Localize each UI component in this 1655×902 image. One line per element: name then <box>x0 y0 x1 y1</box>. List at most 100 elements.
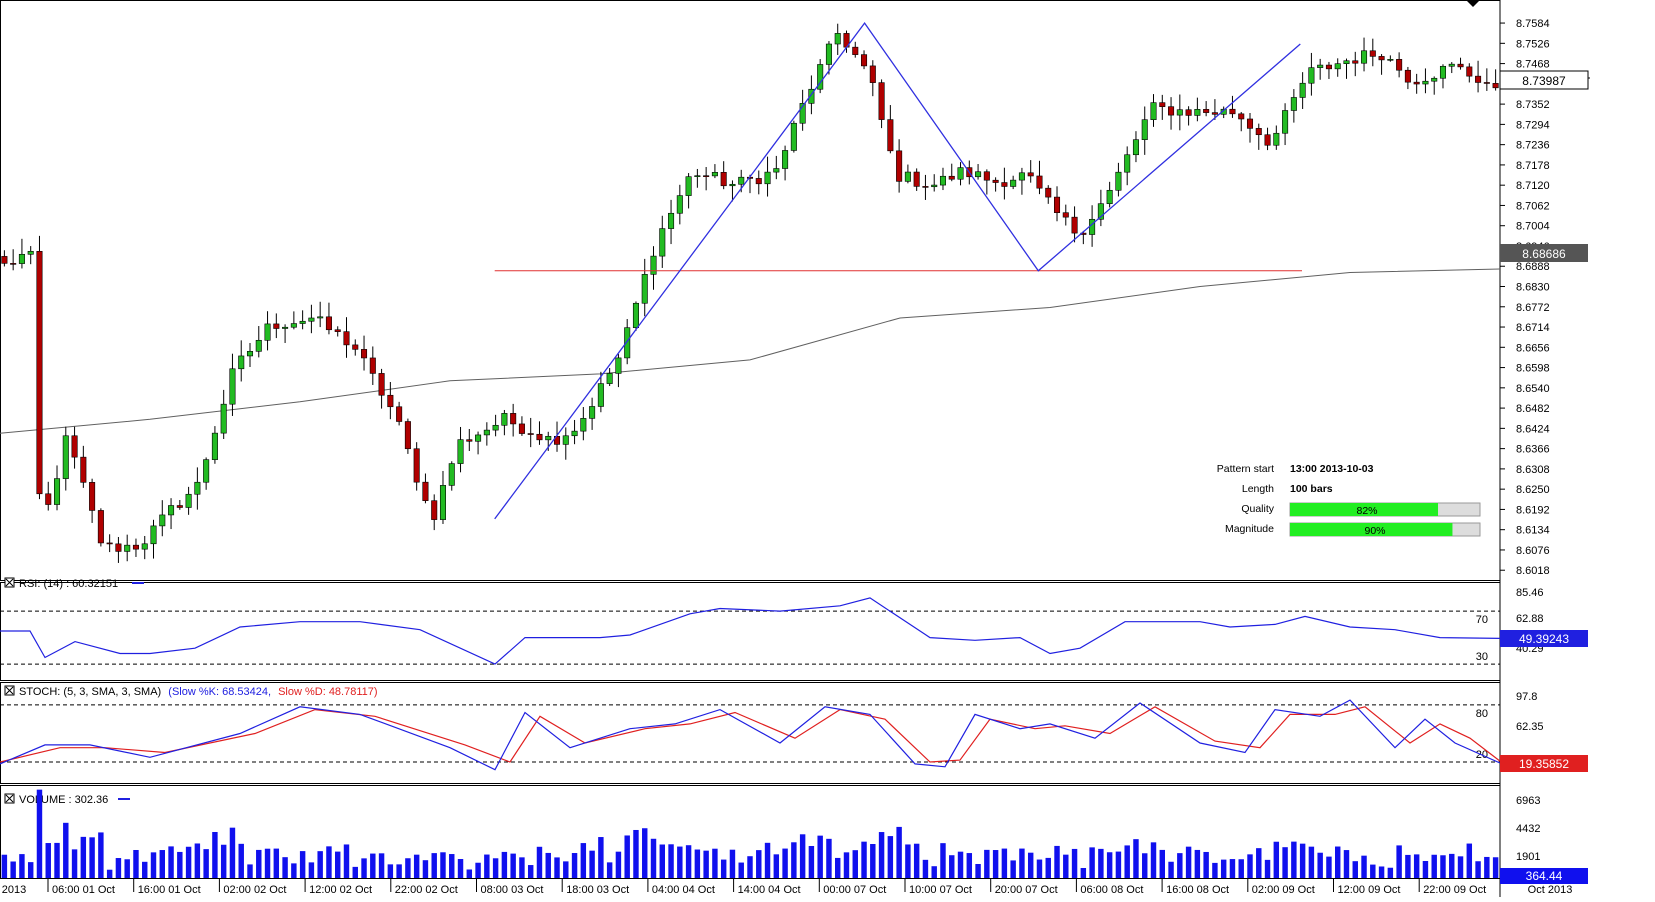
candle-body <box>1176 109 1183 116</box>
stoch-close-icon[interactable] <box>4 685 15 696</box>
candle-body <box>27 250 34 255</box>
volume-bar <box>440 852 446 878</box>
candle-body <box>825 43 832 65</box>
candle-body <box>501 413 508 426</box>
volume-bar <box>431 853 437 878</box>
volume-bar <box>256 849 262 878</box>
volume-close-icon[interactable] <box>4 793 15 804</box>
candle-body <box>562 435 569 445</box>
candle-body <box>238 355 245 370</box>
volume-bar <box>115 858 122 878</box>
sma-value-label: 8.68686 <box>1522 247 1566 261</box>
time-tick-label: 10:00 07 Oct <box>909 884 972 896</box>
volume-bar <box>264 848 271 878</box>
stoch-k-line <box>0 699 1501 771</box>
volume-bar <box>764 842 771 878</box>
candle-body <box>1071 216 1078 234</box>
volume-bar <box>1089 847 1095 878</box>
time-tick-label: 20:00 07 Oct <box>995 884 1058 896</box>
candle-body <box>957 167 964 180</box>
candle-body <box>369 357 376 374</box>
rsi-current-marker <box>1500 630 1588 647</box>
candle-body <box>45 493 52 505</box>
candle-body <box>273 323 280 329</box>
volume-bar <box>475 862 481 878</box>
candle-body <box>1124 154 1131 173</box>
volume-bar <box>1361 855 1367 878</box>
candle-body <box>939 175 947 186</box>
volume-bar <box>1133 839 1139 878</box>
candle-body <box>931 184 938 188</box>
volume-bar <box>659 844 665 878</box>
candle-body <box>1413 81 1420 85</box>
volume-bar <box>36 789 43 878</box>
price-tick-label: 8.6366 <box>1516 444 1550 456</box>
volume-bar <box>1466 843 1473 878</box>
candle-body <box>308 317 315 322</box>
volume-bar <box>589 850 595 878</box>
candle-body <box>904 171 911 182</box>
volume-bar <box>1405 854 1411 878</box>
candle-body <box>1220 108 1227 115</box>
candle-body <box>439 485 447 520</box>
collapse-arrow-icon[interactable] <box>1466 0 1480 7</box>
volume-bar <box>422 860 429 878</box>
rsi-close-icon[interactable] <box>4 577 15 588</box>
price-tick-label: 8.6714 <box>1516 322 1550 334</box>
volume-bar <box>1001 848 1008 878</box>
time-tick-label: Oct 2013 <box>1528 884 1573 896</box>
volume-bar <box>299 851 306 878</box>
price-tick-label: 8.6888 <box>1516 261 1550 273</box>
candle-body <box>808 88 815 104</box>
price-tick-label: 8.6134 <box>1516 525 1550 537</box>
candle-body <box>185 493 192 508</box>
volume-bar <box>19 854 25 878</box>
volume-bar <box>1036 859 1043 878</box>
volume-bar <box>1370 864 1376 878</box>
price-tick-label: 8.6076 <box>1516 545 1550 557</box>
price-panel: 8.75848.75268.74688.74108.73528.72948.72… <box>0 0 1590 577</box>
stoch-current-value: 19.35852 <box>1519 757 1569 771</box>
candle-body <box>36 250 43 495</box>
volume-bar <box>975 863 981 878</box>
rsi-level-70-label: 70 <box>1476 614 1488 626</box>
time-tick-label: 06:00 01 Oct <box>52 884 115 896</box>
volume-bar <box>308 862 315 878</box>
volume-bar <box>45 843 51 878</box>
candle-body <box>1062 212 1069 218</box>
volume-bar <box>89 837 95 878</box>
volume-bar <box>449 854 455 878</box>
candle-body <box>448 463 455 486</box>
magnitude-bar-fill <box>1290 523 1453 536</box>
rsi-panel: RSI: (14) : 60.32151 70 30 85.46 62.88 4… <box>0 577 1588 665</box>
candle-body <box>1475 75 1482 83</box>
volume-label: VOLUME : 302.36 <box>19 794 108 806</box>
volume-bar <box>571 853 578 878</box>
price-tick-label: 8.7120 <box>1516 180 1550 192</box>
volume-current-value: 364.44 <box>1526 869 1563 883</box>
candle-body <box>1106 189 1113 204</box>
quality-percent: 82% <box>1356 505 1377 517</box>
candle-body <box>1317 64 1324 68</box>
stoch-d-line <box>0 706 1501 763</box>
price-tick-label: 8.6598 <box>1516 363 1550 375</box>
candle-body <box>10 263 17 265</box>
time-tick-label: 22:00 02 Oct <box>395 884 458 896</box>
volume-bar <box>133 849 139 878</box>
volume-bar <box>457 859 464 878</box>
candle-body <box>597 383 604 407</box>
volume-bar <box>624 835 630 878</box>
candle-body <box>132 544 139 550</box>
volume-bar <box>10 861 16 878</box>
sma-line <box>0 268 1501 434</box>
time-tick-label: 22:00 09 Oct <box>1423 884 1486 896</box>
volume-bar <box>773 854 780 878</box>
volume-bar <box>98 832 104 878</box>
volume-bar <box>1238 859 1244 878</box>
candle-body <box>1308 67 1315 84</box>
time-tick-label: 12:00 02 Oct <box>309 884 372 896</box>
candle-body <box>378 373 385 396</box>
candle-body <box>659 228 666 257</box>
candle-body <box>89 482 96 511</box>
